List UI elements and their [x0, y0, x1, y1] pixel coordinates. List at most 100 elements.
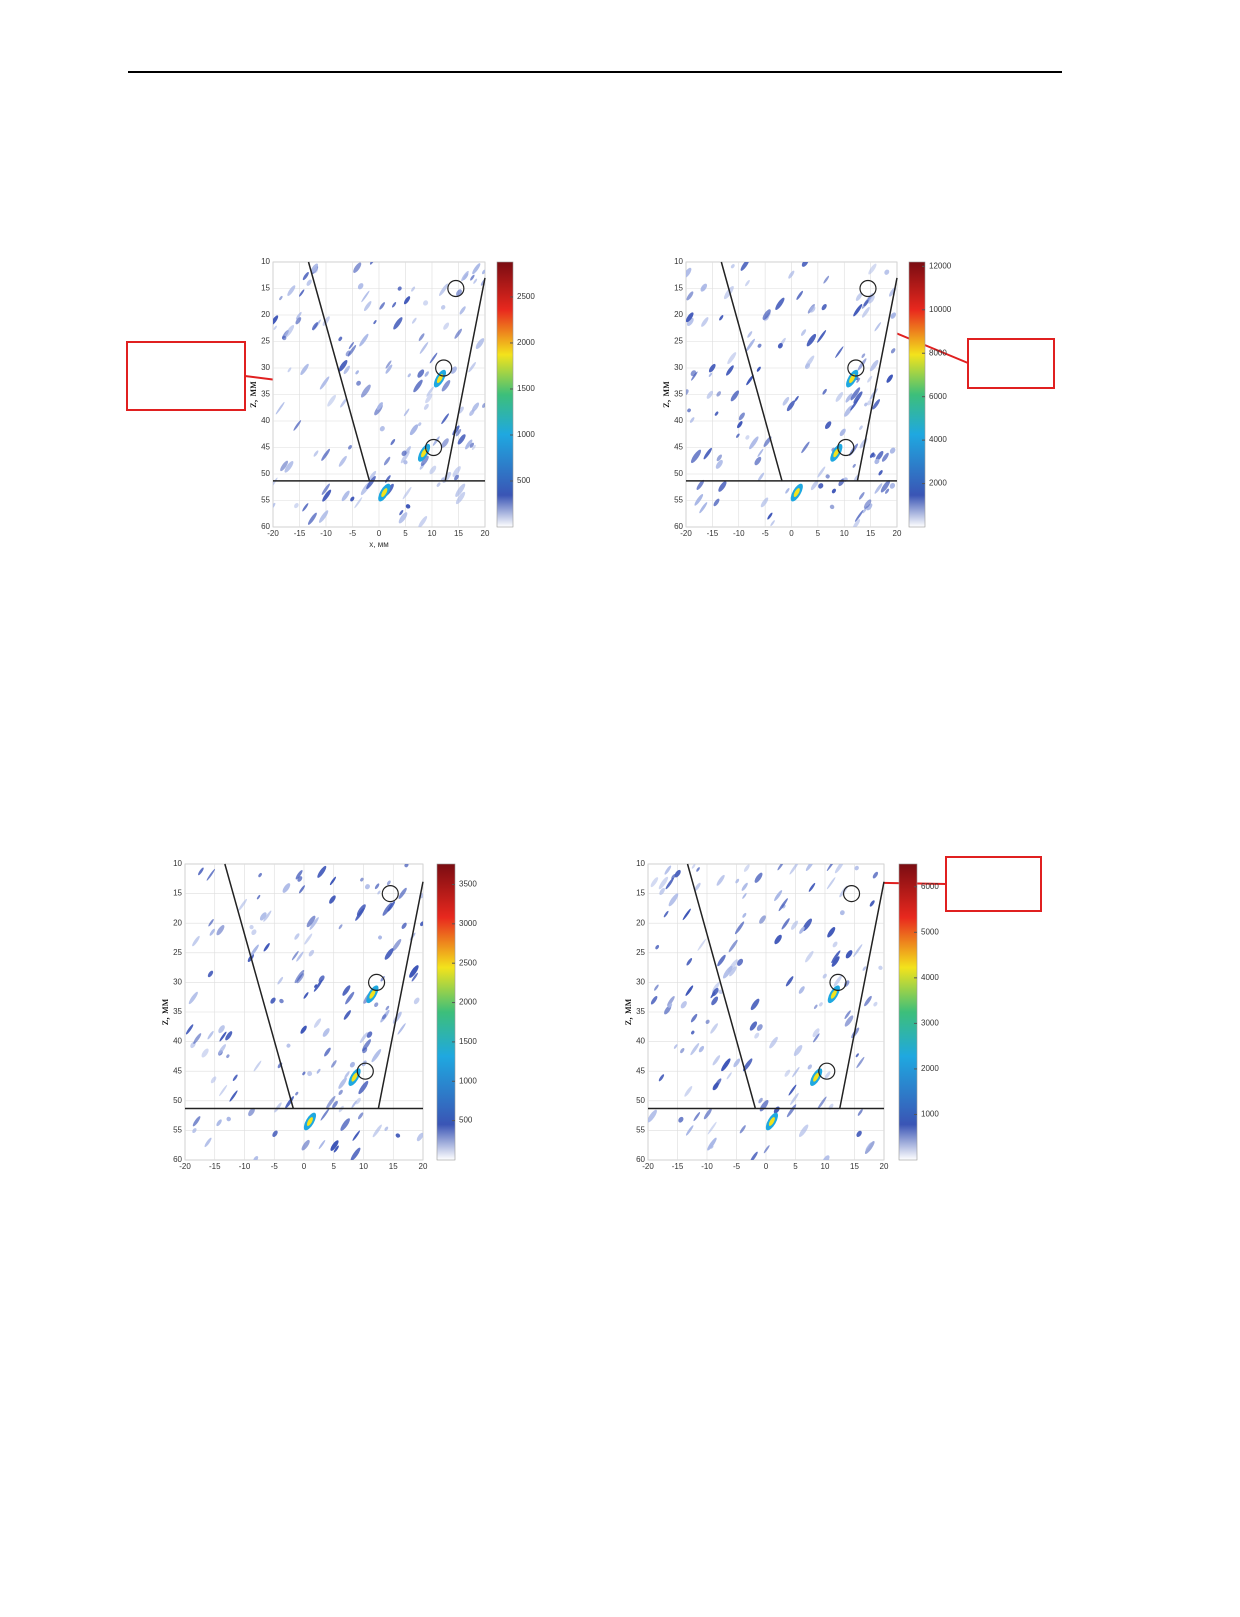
echo	[287, 285, 296, 296]
echo	[441, 438, 449, 448]
echo	[853, 944, 863, 957]
echo	[706, 390, 714, 399]
colorbar-tick-label: 500	[459, 1116, 473, 1125]
echo	[426, 386, 434, 397]
echo	[440, 305, 446, 310]
echo	[225, 1031, 233, 1041]
echo	[398, 512, 408, 524]
echo	[826, 877, 836, 890]
echo	[279, 998, 284, 1004]
echo	[387, 901, 396, 912]
echo	[418, 333, 425, 342]
echo	[250, 944, 259, 957]
z-tick-label: 35	[636, 1007, 645, 1016]
echo	[808, 882, 816, 892]
z-tick-label: 30	[636, 978, 645, 987]
echo	[439, 283, 449, 296]
echo	[348, 444, 352, 450]
echo	[709, 1144, 714, 1149]
echo	[696, 479, 705, 490]
echo	[465, 439, 473, 450]
z-tick-label: 25	[636, 948, 645, 957]
echo	[690, 1043, 700, 1056]
hole-marker	[847, 359, 865, 377]
echo	[401, 450, 407, 457]
echo-strong	[849, 374, 856, 384]
echo	[397, 1023, 406, 1035]
colorbar-tick-label: 12000	[929, 261, 952, 270]
echo	[802, 918, 812, 932]
echo	[201, 1048, 209, 1058]
z-tick-label: 20	[674, 310, 683, 319]
echo	[340, 1118, 350, 1131]
echo	[404, 864, 409, 868]
x-tick-label: -5	[762, 529, 770, 538]
echo	[378, 935, 382, 940]
echo	[320, 1107, 330, 1121]
echo	[357, 1112, 364, 1120]
echo	[411, 317, 417, 324]
echo	[855, 1053, 859, 1058]
echo	[819, 1002, 823, 1007]
echo	[674, 869, 681, 878]
colorbar-tick-label: 4000	[929, 435, 947, 444]
echo	[403, 408, 410, 417]
x-tick-label: 10	[428, 529, 437, 538]
echo	[734, 921, 745, 935]
echo	[329, 876, 337, 886]
echo	[685, 985, 694, 996]
echo	[812, 1028, 820, 1038]
echo	[749, 436, 759, 450]
hole-marker	[829, 973, 847, 992]
echo	[216, 925, 225, 936]
echo	[825, 474, 830, 479]
echo	[718, 481, 727, 492]
echo	[865, 1142, 872, 1151]
callout-box	[126, 341, 246, 411]
echo	[295, 311, 302, 320]
echo	[737, 958, 744, 966]
echo	[405, 504, 411, 509]
echo	[862, 966, 867, 971]
echo	[342, 985, 351, 996]
echo	[482, 402, 485, 408]
echo-strong	[351, 1072, 358, 1082]
echo	[369, 262, 374, 265]
z-tick-label: 10	[674, 257, 683, 266]
echo	[359, 333, 369, 347]
echo	[733, 1058, 741, 1068]
echo	[822, 973, 827, 979]
echo	[285, 1096, 294, 1109]
colorbar-tick-label: 3500	[459, 880, 477, 889]
echo	[226, 1054, 230, 1059]
z-tick-label: 10	[261, 257, 270, 266]
echo	[871, 453, 876, 458]
z-tick-label: 15	[261, 284, 270, 293]
colorbar	[898, 863, 918, 1161]
echo	[317, 865, 327, 878]
x-tick-label: 15	[454, 529, 463, 538]
echo	[798, 986, 805, 994]
echo	[705, 1019, 710, 1024]
z-tick-label: 50	[173, 1096, 182, 1105]
echo	[800, 329, 807, 336]
echo	[419, 342, 429, 354]
hole-marker	[424, 438, 443, 457]
z-tick-label: 60	[261, 522, 270, 531]
echo	[284, 460, 294, 473]
colorbar-tick-label: 2000	[459, 998, 477, 1007]
echo	[880, 480, 891, 493]
echo	[401, 922, 407, 929]
z-tick-label: 60	[636, 1155, 645, 1164]
echo	[361, 290, 370, 303]
echo	[867, 295, 875, 304]
echo	[377, 890, 381, 895]
echo	[455, 483, 466, 497]
echo	[358, 1080, 369, 1095]
echo	[321, 448, 331, 461]
echo	[805, 864, 815, 872]
echo	[867, 375, 873, 383]
echo	[740, 262, 750, 271]
weld-edge	[720, 261, 783, 482]
